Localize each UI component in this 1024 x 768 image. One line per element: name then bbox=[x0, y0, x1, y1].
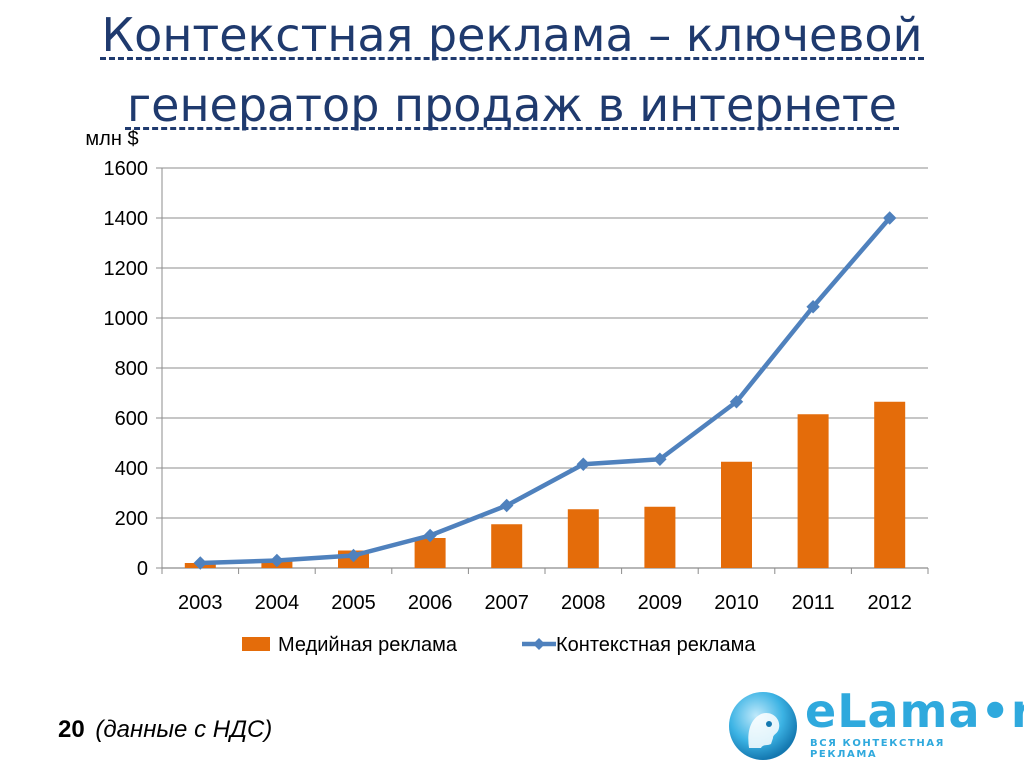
y-tick-label: 600 bbox=[115, 408, 148, 430]
point-kontekstnaya bbox=[270, 553, 284, 568]
y-tick-label: 1000 bbox=[104, 308, 149, 330]
logo-wordmark: eLama•ru bbox=[805, 684, 1024, 738]
x-tick-label: 2012 bbox=[867, 592, 912, 614]
point-kontekstnaya bbox=[576, 457, 591, 471]
line-kontekstnaya bbox=[200, 216, 892, 566]
y-tick-label: 800 bbox=[115, 358, 148, 380]
x-tick-label: 2007 bbox=[484, 592, 529, 614]
x-tick-label: 2005 bbox=[331, 592, 376, 614]
footer: 20 (данные с НДС) bbox=[58, 716, 272, 744]
data-note: (данные с НДС) bbox=[95, 716, 273, 743]
x-tick-label: 2009 bbox=[638, 592, 683, 614]
elama-logo: eLama•ru ВСЯ КОНТЕКСТНАЯ РЕКЛАМА bbox=[727, 684, 1024, 760]
legend-marker-line bbox=[533, 638, 545, 650]
title-line-1: Контекстная реклама – ключевой bbox=[99, 8, 925, 62]
bar-mediynaya bbox=[874, 401, 906, 568]
legend-swatch-bar bbox=[242, 637, 270, 651]
x-tick-label: 2004 bbox=[255, 592, 300, 614]
page-number: 20 bbox=[58, 716, 85, 743]
x-tick-label: 2010 bbox=[714, 592, 759, 614]
legend-label-bar: Медийная реклама bbox=[278, 634, 458, 656]
point-kontekstnaya bbox=[499, 498, 514, 513]
y-tick-label: 1400 bbox=[104, 208, 149, 230]
y-axis-label: млн $ bbox=[85, 128, 138, 150]
y-tick-label: 200 bbox=[115, 508, 148, 530]
bar-mediynaya bbox=[644, 506, 676, 568]
x-tick-label: 2003 bbox=[178, 592, 223, 614]
bar-mediynaya bbox=[414, 538, 446, 568]
bar-mediynaya bbox=[797, 414, 829, 568]
point-kontekstnaya bbox=[653, 452, 667, 466]
chart: 0 200 400 600 800 1000 1200 1400 1600 млн $ 2003 20… bbox=[85, 128, 929, 656]
x-tick-label: 2006 bbox=[408, 592, 453, 614]
point-kontekstnaya bbox=[882, 211, 897, 225]
logo-globe-icon bbox=[729, 692, 797, 760]
y-tick-label: 1600 bbox=[104, 158, 149, 180]
x-tick-label: 2008 bbox=[561, 592, 606, 614]
point-kontekstnaya bbox=[729, 395, 744, 409]
point-kontekstnaya bbox=[806, 300, 820, 314]
point-kontekstnaya bbox=[193, 556, 208, 570]
title-line-2: генератор продаж в интернете bbox=[125, 78, 899, 132]
point-kontekstnaya bbox=[423, 528, 437, 543]
point-kontekstnaya bbox=[346, 548, 361, 563]
y-tick-label: 400 bbox=[115, 458, 148, 480]
bar-mediynaya bbox=[567, 509, 599, 568]
bar-mediynaya bbox=[491, 524, 523, 568]
bar-mediynaya bbox=[721, 461, 752, 568]
legend-label-line: Контекстная реклама bbox=[556, 634, 756, 656]
logo-tagline: ВСЯ КОНТЕКСТНАЯ РЕКЛАМА bbox=[810, 738, 945, 760]
y-tick-label: 1200 bbox=[104, 258, 149, 280]
y-tick-label: 0 bbox=[137, 558, 148, 580]
slide-title: Контекстная реклама – ключевой генератор… bbox=[0, 0, 1024, 140]
x-tick-label: 2011 bbox=[792, 592, 835, 614]
